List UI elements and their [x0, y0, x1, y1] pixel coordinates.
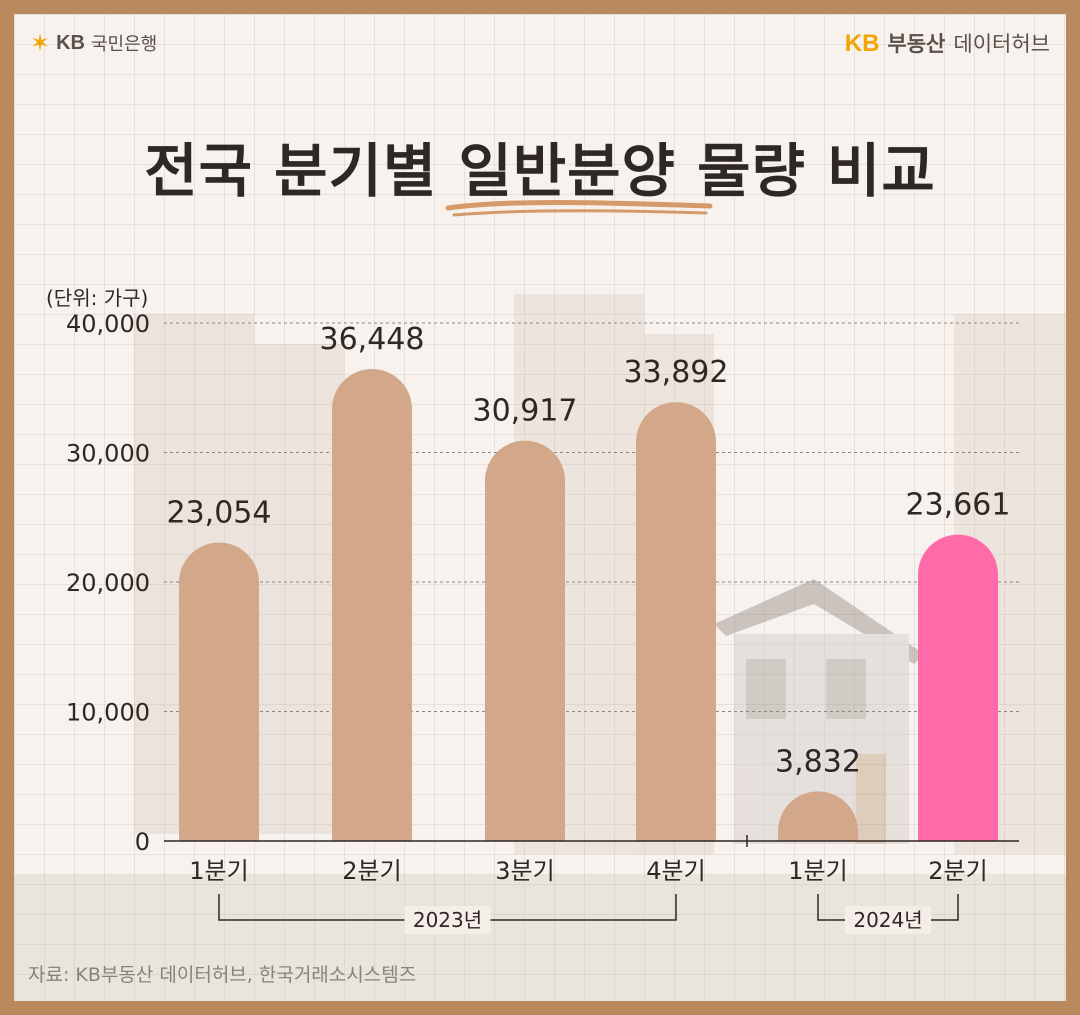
title-underline-decoration [445, 200, 713, 217]
group-label-background [404, 906, 491, 934]
kb-logo-text-right: KB [844, 30, 880, 57]
y-tick-label: 0 [135, 828, 150, 856]
y-tick-label: 20,000 [66, 569, 150, 597]
bar-chart: 0 10,000 20,000 30,000 40,000 23,054 36,448 30,… [66, 310, 1019, 934]
bar [332, 369, 412, 841]
x-tick-label: 2분기 [342, 857, 401, 885]
group-label: 2024년 [853, 908, 922, 932]
bank-name: 국민은행 [91, 34, 158, 55]
group-label-background [845, 906, 931, 934]
x-tick-label: 1분기 [189, 857, 248, 885]
data-label: 36,448 [320, 322, 425, 357]
bar [179, 542, 259, 841]
group-label: 2023년 [413, 908, 482, 932]
bar [778, 791, 858, 841]
source-note: 자료: KB부동산 데이터허브, 한국거래소시스템즈 [28, 964, 417, 986]
y-tick-label: 10,000 [66, 699, 150, 727]
page-title: 전국 분기별 일반분양 물량 비교 [144, 137, 936, 205]
x-tick-label: 3분기 [495, 857, 554, 885]
bar [636, 402, 717, 841]
datahub-text: 데이터허브 [953, 32, 1050, 56]
kb-logo-text: KB [56, 31, 85, 54]
bar [918, 534, 998, 841]
x-tick-label: 4분기 [646, 857, 705, 885]
data-label: 23,661 [906, 488, 1011, 523]
data-label: 23,054 [167, 495, 272, 530]
data-label: 30,917 [473, 394, 578, 429]
data-label: 3,832 [775, 744, 861, 779]
bar [485, 440, 565, 841]
y-tick-label: 30,000 [66, 440, 150, 468]
realestate-text: 부동산 [887, 32, 946, 56]
kb-realestate-logo: KB 부동산 데이터허브 [845, 28, 1050, 58]
infographic-panel: ✶ KB 국민은행 KB 부동산 데이터허브 전국 분기별 일반분양 물량 비교… [14, 14, 1066, 1001]
y-tick-label: 40,000 [66, 310, 150, 338]
x-tick-label: 2분기 [928, 857, 987, 885]
kb-bank-logo: ✶ KB 국민은행 [30, 30, 157, 56]
data-label: 33,892 [624, 355, 729, 390]
x-tick-label: 1분기 [788, 857, 847, 885]
kb-star-icon: ✶ [30, 29, 51, 57]
unit-label: (단위: 가구) [46, 286, 149, 310]
